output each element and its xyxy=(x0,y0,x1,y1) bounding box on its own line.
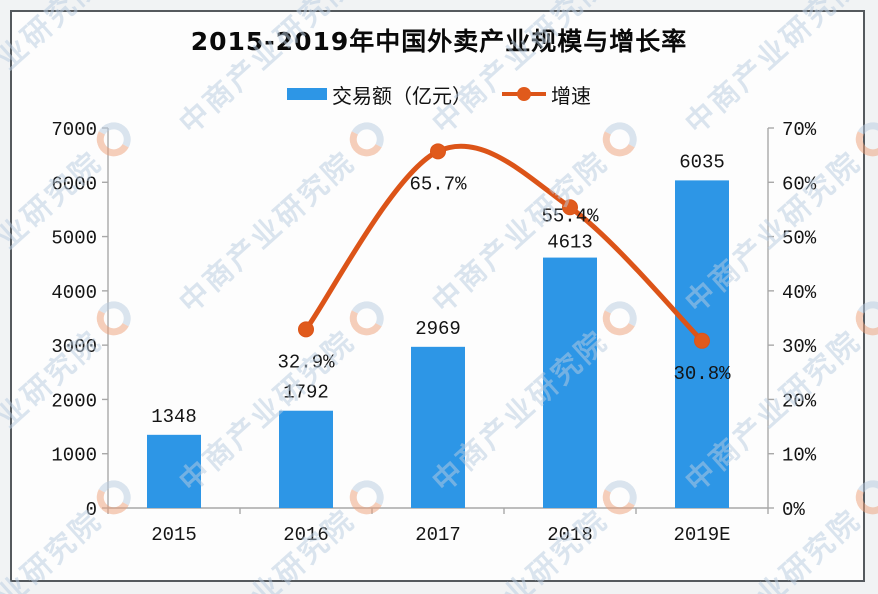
bar xyxy=(279,410,333,508)
line-swatch-marker-icon xyxy=(517,87,531,101)
y-axis-right-label: 0% xyxy=(782,499,805,521)
y-axis-right-label: 50% xyxy=(782,228,817,250)
y-axis-left-label: 0 xyxy=(86,499,97,521)
bar-value-label: 4613 xyxy=(547,232,593,254)
growth-value-label: 32.9% xyxy=(277,351,335,373)
x-axis-label: 2019E xyxy=(673,524,730,546)
legend-item-transactions: 交易额（亿元） xyxy=(287,80,472,109)
y-axis-left-label: 4000 xyxy=(51,282,97,304)
line-series-swatch xyxy=(502,87,546,101)
growth-value-label: 65.7% xyxy=(409,173,467,195)
y-axis-left-label: 7000 xyxy=(51,119,97,141)
bar-series-swatch xyxy=(287,88,327,100)
y-axis-right-label: 20% xyxy=(782,390,817,412)
growth-line xyxy=(303,143,705,344)
x-axis-label: 2016 xyxy=(283,524,329,546)
y-axis-left-label: 3000 xyxy=(51,336,97,358)
y-axis-left-label: 2000 xyxy=(51,390,97,412)
bar xyxy=(411,346,465,508)
x-axis-label: 2015 xyxy=(151,524,197,546)
bar-value-label: 1792 xyxy=(283,382,329,404)
growth-value-label: 55.4% xyxy=(541,206,599,228)
y-axis-right-label: 10% xyxy=(782,445,817,467)
bar-value-label: 6035 xyxy=(679,151,725,173)
y-axis-right-label: 30% xyxy=(782,336,817,358)
legend-label-growth: 增速 xyxy=(551,83,591,108)
y-axis-right-label: 70% xyxy=(782,119,817,141)
growth-value-label: 30.8% xyxy=(673,363,731,385)
y-axis-left-label: 5000 xyxy=(51,228,97,250)
legend-label-transactions: 交易额（亿元） xyxy=(332,83,472,108)
legend-item-growth: 增速 xyxy=(502,80,591,109)
y-axis-left-label: 1000 xyxy=(51,445,97,467)
bar-value-label: 1348 xyxy=(151,406,197,428)
line-marker xyxy=(430,143,446,160)
line-marker xyxy=(694,332,710,349)
line-marker xyxy=(562,199,578,216)
legend: 交易额（亿元） 增速 xyxy=(0,80,878,109)
x-axis-label: 2017 xyxy=(415,524,461,546)
bar-value-label: 2969 xyxy=(415,318,461,340)
x-axis-label: 2018 xyxy=(547,524,593,546)
y-axis-left-label: 6000 xyxy=(51,173,97,195)
bar xyxy=(147,434,201,508)
chart-title: 2015-2019年中国外卖产业规模与增长率 xyxy=(190,27,688,56)
y-axis-right-label: 40% xyxy=(782,282,817,304)
line-marker xyxy=(298,321,314,338)
bar xyxy=(543,257,597,508)
y-axis-right-label: 60% xyxy=(782,173,817,195)
